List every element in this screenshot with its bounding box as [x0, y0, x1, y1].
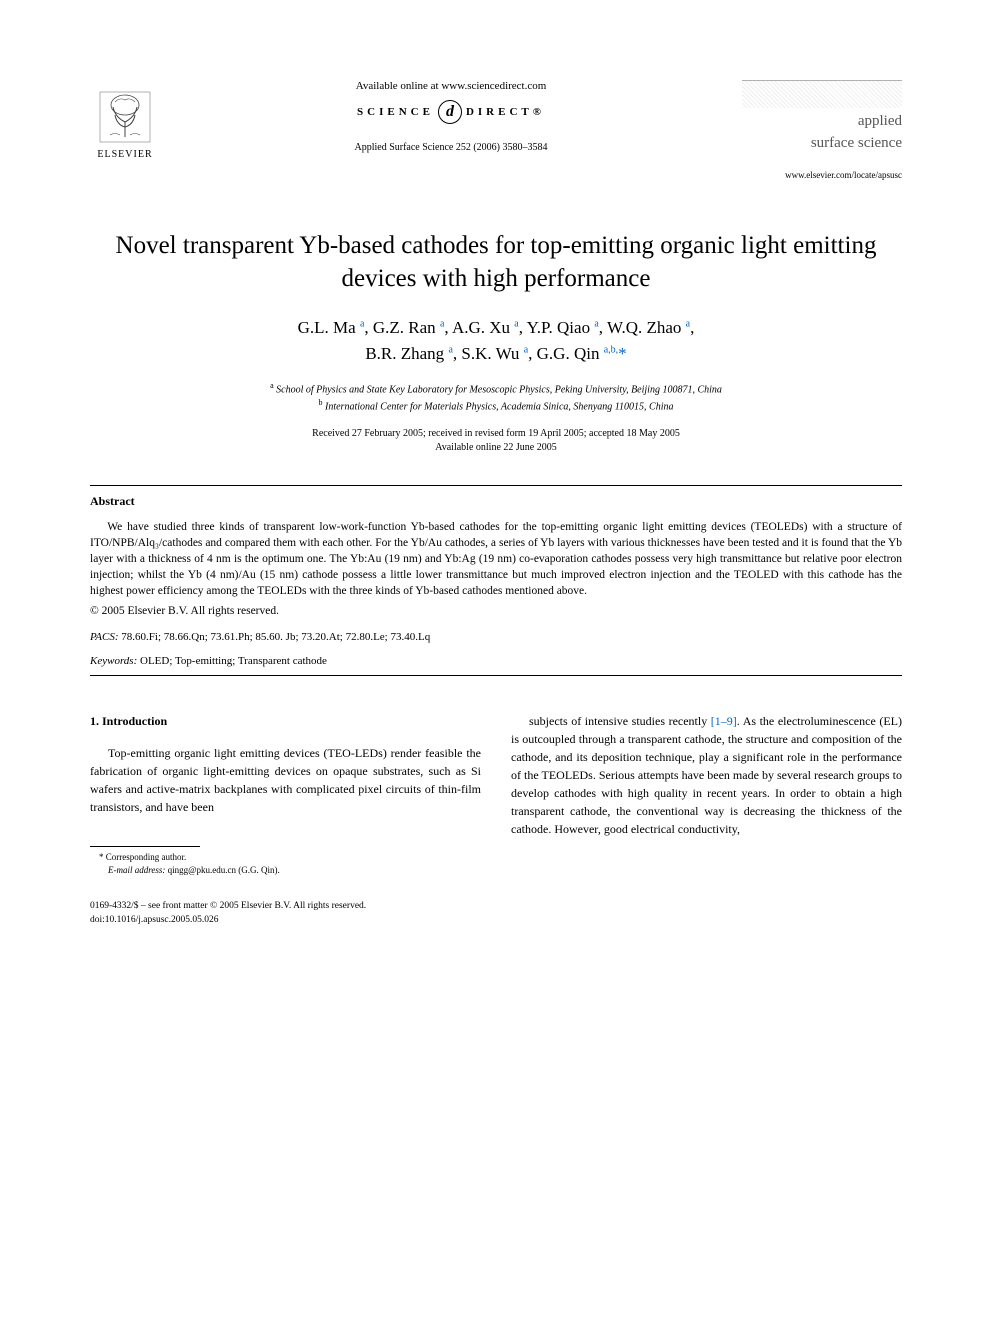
publisher-name: ELSEVIER	[97, 149, 152, 160]
section-1-heading: 1. Introduction	[90, 712, 481, 730]
abstract-copyright: © 2005 Elsevier B.V. All rights reserved…	[90, 605, 902, 617]
publisher-logo: ELSEVIER	[90, 80, 160, 160]
authors-line2: B.R. Zhang a, S.K. Wu a, G.G. Qin a,b,*	[365, 344, 626, 363]
available-online-text: Available online at www.sciencedirect.co…	[180, 80, 722, 92]
footnote-email-label: E-mail address:	[108, 865, 165, 875]
body-columns: 1. Introduction Top-emitting organic lig…	[90, 712, 902, 876]
article-title: Novel transparent Yb-based cathodes for …	[90, 230, 902, 295]
pacs-values: 78.60.Fi; 78.66.Qn; 73.61.Ph; 85.60. Jb;…	[119, 631, 431, 643]
elsevier-tree-icon	[95, 87, 155, 147]
affiliations: a School of Physics and State Key Labora…	[90, 380, 902, 415]
dates-online: Available online 22 June 2005	[90, 441, 902, 455]
footnote-rule	[90, 846, 200, 847]
pacs-line: PACS: 78.60.Fi; 78.66.Qn; 73.61.Ph; 85.6…	[90, 631, 902, 643]
affiliation-a-text: School of Physics and State Key Laborato…	[276, 384, 722, 395]
article-dates: Received 27 February 2005; received in r…	[90, 427, 902, 455]
abstract-heading: Abstract	[90, 494, 902, 509]
page-footer: 0169-4332/$ – see front matter © 2005 El…	[90, 900, 902, 927]
section-1-text-col2: subjects of intensive studies recently […	[511, 712, 902, 838]
science-direct-left: SCIENCE	[357, 106, 434, 118]
affiliation-b: b International Center for Materials Phy…	[90, 397, 902, 414]
journal-name-line2: surface science	[742, 134, 902, 152]
citation-link-1-9[interactable]: [1–9]	[711, 714, 737, 728]
pacs-label: PACS:	[90, 631, 119, 643]
header: ELSEVIER Available online at www.science…	[90, 80, 902, 180]
rule-above-abstract	[90, 485, 902, 486]
affiliation-b-text: International Center for Materials Physi…	[325, 402, 673, 413]
footer-copyright: 0169-4332/$ – see front matter © 2005 El…	[90, 900, 902, 913]
keywords-line: Keywords: OLED; Top-emitting; Transparen…	[90, 655, 902, 667]
keywords-label: Keywords:	[90, 655, 137, 667]
footnote-corresponding: * Corresponding author.	[90, 851, 481, 864]
authors: G.L. Ma a, G.Z. Ran a, A.G. Xu a, Y.P. Q…	[90, 315, 902, 366]
journal-box: applied surface science www.elsevier.com…	[742, 80, 902, 180]
rule-below-keywords	[90, 675, 902, 676]
section-1-text-col1: Top-emitting organic light emitting devi…	[90, 744, 481, 816]
journal-box-decoration	[742, 80, 902, 108]
journal-url: www.elsevier.com/locate/apsusc	[742, 170, 902, 180]
body-col-right: subjects of intensive studies recently […	[511, 712, 902, 876]
footnote-email: E-mail address: qingg@pku.edu.cn (G.G. Q…	[90, 864, 481, 877]
keywords-values: OLED; Top-emitting; Transparent cathode	[137, 655, 327, 667]
col2-after: . As the electroluminescence (EL) is out…	[511, 714, 902, 836]
footer-doi: doi:10.1016/j.apsusc.2005.05.026	[90, 914, 902, 927]
dates-received: Received 27 February 2005; received in r…	[90, 427, 902, 441]
abstract-text: We have studied three kinds of transpare…	[90, 519, 902, 599]
science-direct-right: DIRECT®	[466, 106, 545, 118]
center-header: Available online at www.sciencedirect.co…	[160, 80, 742, 153]
body-col-left: 1. Introduction Top-emitting organic lig…	[90, 712, 481, 876]
footnote-email-value: qingg@pku.edu.cn (G.G. Qin).	[165, 865, 279, 875]
affiliation-a: a School of Physics and State Key Labora…	[90, 380, 902, 397]
science-direct-logo: SCIENCE d DIRECT®	[180, 100, 722, 124]
science-direct-d-icon: d	[438, 100, 462, 124]
journal-name-line1: applied	[742, 112, 902, 130]
authors-line1: G.L. Ma a, G.Z. Ran a, A.G. Xu a, Y.P. Q…	[298, 318, 695, 337]
col2-before: subjects of intensive studies recently	[529, 714, 711, 728]
journal-citation: Applied Surface Science 252 (2006) 3580–…	[180, 142, 722, 153]
